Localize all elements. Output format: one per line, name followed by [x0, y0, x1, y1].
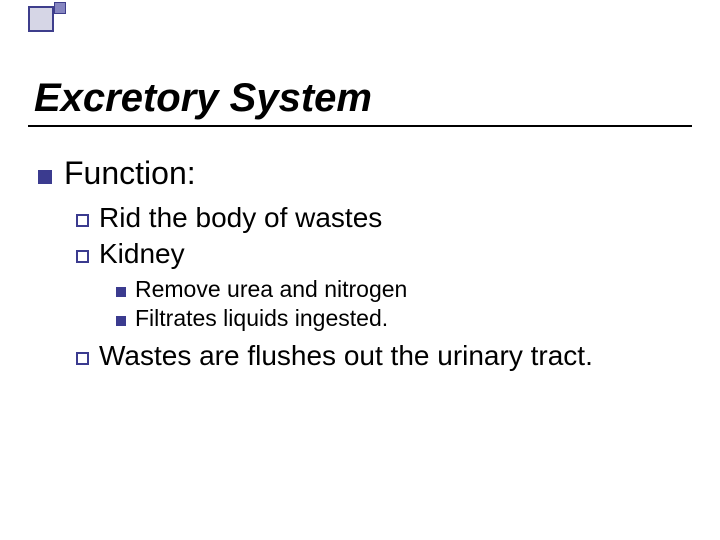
l2-text: Kidney	[99, 238, 185, 270]
square-bullet-hollow-icon	[76, 352, 89, 365]
slide-content: Function: Rid the body of wastes Kidney …	[0, 127, 720, 372]
accent-square-small	[54, 2, 66, 14]
l2-text: Wastes are flushes out the urinary tract…	[99, 340, 593, 372]
accent-square-large	[28, 6, 54, 32]
slide-title-text: Excretory System	[34, 76, 372, 120]
slide-title: Excretory System	[0, 36, 720, 127]
l3-text: Filtrates liquids ingested.	[135, 305, 388, 332]
bullet-level-3: Filtrates liquids ingested.	[116, 305, 686, 332]
l1-text: Function:	[64, 155, 196, 192]
square-bullet-hollow-icon	[76, 250, 89, 263]
bullet-level-2: Wastes are flushes out the urinary tract…	[76, 340, 686, 372]
square-bullet-filled-icon	[116, 316, 126, 326]
bullet-level-1: Function:	[38, 155, 686, 192]
header-accent	[0, 0, 720, 36]
bullet-level-2: Rid the body of wastes	[76, 202, 686, 234]
title-underline	[28, 125, 692, 127]
bullet-level-2: Kidney	[76, 238, 686, 270]
l2-text: Rid the body of wastes	[99, 202, 382, 234]
level-2-group: Rid the body of wastes Kidney Remove ure…	[38, 202, 686, 372]
square-bullet-filled-icon	[38, 170, 52, 184]
bullet-level-3: Remove urea and nitrogen	[116, 276, 686, 303]
square-bullet-filled-icon	[116, 287, 126, 297]
l3-text: Remove urea and nitrogen	[135, 276, 407, 303]
square-bullet-hollow-icon	[76, 214, 89, 227]
level-3-group: Remove urea and nitrogen Filtrates liqui…	[76, 276, 686, 332]
